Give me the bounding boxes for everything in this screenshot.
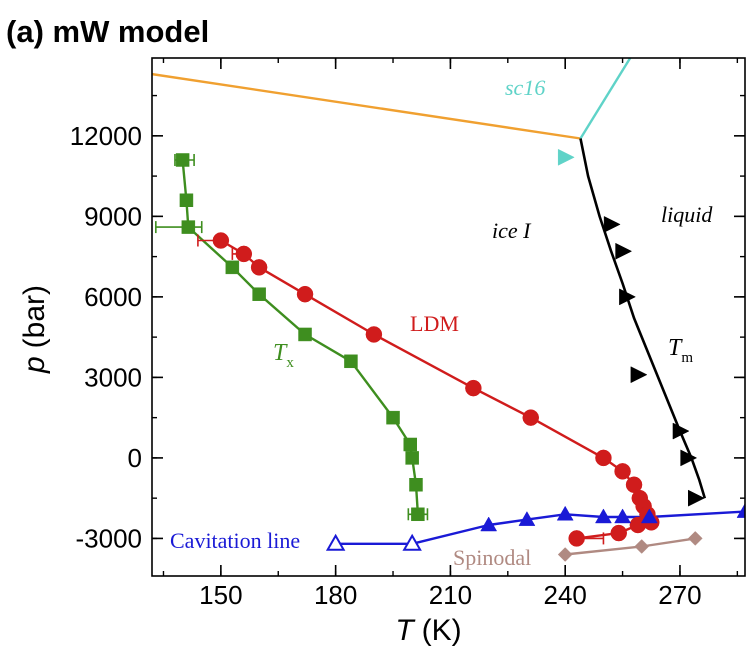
tx-point (298, 327, 312, 342)
tx-point (175, 153, 190, 167)
x-axis-unit: (K) (422, 614, 462, 647)
cavitation-point (595, 508, 612, 524)
tx-label-sub: x (286, 355, 294, 371)
sc16-label: sc16 (505, 75, 545, 100)
spinodal-label: Spinodal (453, 545, 531, 570)
x-axis-symbol: T (395, 614, 416, 647)
sc16-line (579, 58, 632, 140)
x-axis-label: T (K) (395, 614, 461, 647)
x-tick-label: 210 (429, 580, 472, 610)
y-tick-label: 9000 (84, 201, 142, 231)
tm-line (579, 138, 707, 499)
plot-frame (151, 57, 746, 577)
spinodal-point (634, 539, 650, 554)
tx-point (225, 260, 240, 275)
cavitation-point (640, 508, 658, 524)
tx-point (411, 507, 425, 522)
ldm-point (595, 449, 612, 467)
ice-boundary-line (152, 72, 581, 140)
tm-point (603, 215, 621, 233)
x-tick-label: 180 (314, 580, 357, 610)
tx-label: Tx (273, 340, 294, 371)
ldm-low-line (576, 523, 639, 540)
ldm-label: LDM (410, 311, 459, 336)
tm-label: Tm (668, 335, 693, 366)
tx-label-main: T (273, 340, 288, 366)
y-tick-label: -3000 (76, 523, 143, 553)
annotations: sc16 liquid ice I LDM Cavitation line Spinoda… (170, 75, 713, 570)
spinodal-point (687, 531, 703, 546)
y-tick-label: 12000 (70, 121, 142, 151)
tx-point (409, 477, 423, 492)
y-tick-label: 3000 (84, 362, 142, 392)
cavitation-label: Cavitation line (170, 528, 300, 553)
axes: 150 180 210 240 270-3000030006000900012000T(… (18, 57, 746, 647)
y-tick-label: 6000 (84, 282, 142, 312)
tm-point (672, 422, 690, 440)
ldm-point (522, 409, 540, 426)
ldm-point (212, 232, 230, 249)
tm-label-sub: m (681, 350, 693, 366)
x-tick-label: 150 (199, 580, 242, 610)
y-axis-symbol: p (18, 356, 51, 374)
tm-point (630, 366, 648, 384)
ldm-line (220, 239, 653, 523)
x-tick-label: 240 (543, 580, 586, 610)
plot-content (152, 58, 745, 562)
y-tick-label: 0 (128, 443, 142, 473)
x-tick-label: 270 (658, 580, 701, 610)
ldm-point (614, 463, 631, 480)
cavitation-point (480, 516, 498, 532)
sc16-point (557, 148, 575, 166)
liquid-label: liquid (661, 202, 713, 227)
tm-point (615, 242, 633, 260)
tx-point (405, 451, 419, 465)
tx-point (179, 193, 194, 207)
tm-point (619, 288, 636, 306)
spinodal-point (557, 547, 573, 562)
panel-title: (a) mW model (6, 14, 209, 49)
tx-point (252, 287, 266, 301)
cavitation-point (736, 503, 745, 518)
cavitation-open-point (402, 533, 422, 551)
cavitation-point (556, 505, 574, 521)
ldm-point (465, 379, 482, 397)
y-axis-unit: (bar) (18, 285, 51, 348)
ldm-point (365, 326, 383, 343)
tm-point (688, 489, 705, 507)
ldm-low-point (610, 524, 627, 542)
ldm-point (235, 245, 253, 263)
tm-point (680, 449, 698, 467)
tx-point (181, 220, 196, 234)
tx-point (386, 410, 400, 425)
spinodal-line (565, 537, 696, 556)
cavitation-point (518, 511, 536, 526)
ldm-point (250, 259, 268, 276)
y-axis-label: p (bar) (18, 285, 51, 374)
tx-point (403, 437, 417, 452)
tm-label-main: T (668, 335, 683, 361)
tx-point (344, 354, 358, 369)
ldm-point (296, 285, 314, 303)
ldm-low-point (629, 516, 647, 534)
cavitation-point (614, 508, 632, 524)
ldm-low-point (568, 530, 585, 547)
ice-label: ice I (492, 218, 532, 243)
cavitation-open-point (325, 533, 346, 551)
plot-area (152, 58, 745, 562)
